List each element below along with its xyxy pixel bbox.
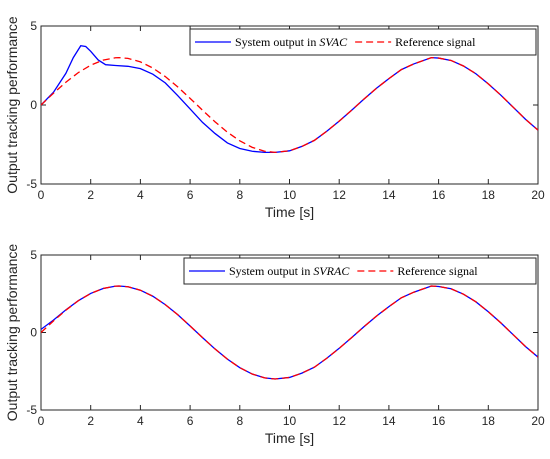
top-legend-text: Reference signal bbox=[395, 35, 476, 49]
top-x-tick-label: 6 bbox=[187, 188, 194, 202]
top-y-tick-label: 0 bbox=[30, 98, 37, 112]
top-x-axis-label: Time [s] bbox=[265, 204, 314, 220]
top-x-tick-label: 4 bbox=[137, 188, 144, 202]
bottom-x-tick-label: 12 bbox=[333, 414, 347, 428]
top-legend-text: System output in bbox=[235, 35, 319, 49]
top-x-tick-label: 12 bbox=[333, 188, 347, 202]
top-x-tick-label: 16 bbox=[432, 188, 446, 202]
bottom-y-tick-label: 0 bbox=[30, 326, 37, 340]
top-legend-text-italic: SVAC bbox=[319, 35, 348, 49]
top-legend: System output in SVAC Reference signal bbox=[189, 28, 537, 56]
bottom-x-tick-label: 16 bbox=[432, 414, 446, 428]
top-legend-box bbox=[189, 28, 537, 56]
top-x-tick-label: 2 bbox=[87, 188, 94, 202]
top-x-tick-label: 18 bbox=[482, 188, 496, 202]
top-x-tick-label: 0 bbox=[38, 188, 45, 202]
top-series-line-reference-signal bbox=[41, 56, 538, 154]
bottom-x-tick-label: 0 bbox=[38, 414, 45, 428]
top-legend-entry: System output in SVAC bbox=[235, 35, 348, 49]
top-y-tick-label: -5 bbox=[26, 177, 37, 191]
bottom-x-tick-label: 6 bbox=[187, 414, 194, 428]
bottom-y-axis-label: Output tracking performance bbox=[4, 244, 20, 422]
bottom-legend-text: System output in bbox=[229, 264, 313, 278]
bottom-legend-entry: Reference signal bbox=[397, 264, 478, 278]
top-x-tick-label: 20 bbox=[531, 188, 545, 202]
top-y-tick-label: 5 bbox=[30, 19, 37, 33]
bottom-x-tick-label: 2 bbox=[87, 414, 94, 428]
bottom-x-axis-label: Time [s] bbox=[265, 430, 314, 446]
bottom-x-tick-label: 10 bbox=[283, 414, 297, 428]
bottom-y-tick-label: -5 bbox=[26, 403, 37, 417]
top-legend-entry: Reference signal bbox=[395, 35, 476, 49]
top-x-tick-label: 10 bbox=[283, 188, 297, 202]
top-x-tick-label: 8 bbox=[236, 188, 243, 202]
bottom-x-tick-label: 8 bbox=[236, 414, 243, 428]
bottom-series-line-reference-signal bbox=[41, 285, 538, 380]
bottom-legend: System output in SVRAC Reference signal bbox=[183, 257, 537, 285]
bottom-x-tick-label: 14 bbox=[382, 414, 396, 428]
top-y-axis-label: Output tracking performance bbox=[4, 16, 20, 194]
bottom-legend-entry: System output in SVRAC bbox=[229, 264, 350, 278]
bottom-legend-text-italic: SVRAC bbox=[313, 264, 350, 278]
bottom-x-tick-label: 20 bbox=[531, 414, 545, 428]
top-x-tick-label: 14 bbox=[382, 188, 396, 202]
bottom-x-tick-label: 18 bbox=[482, 414, 496, 428]
bottom-legend-text: Reference signal bbox=[397, 264, 478, 278]
bottom-x-tick-label: 4 bbox=[137, 414, 144, 428]
bottom-y-tick-label: 5 bbox=[30, 248, 37, 262]
